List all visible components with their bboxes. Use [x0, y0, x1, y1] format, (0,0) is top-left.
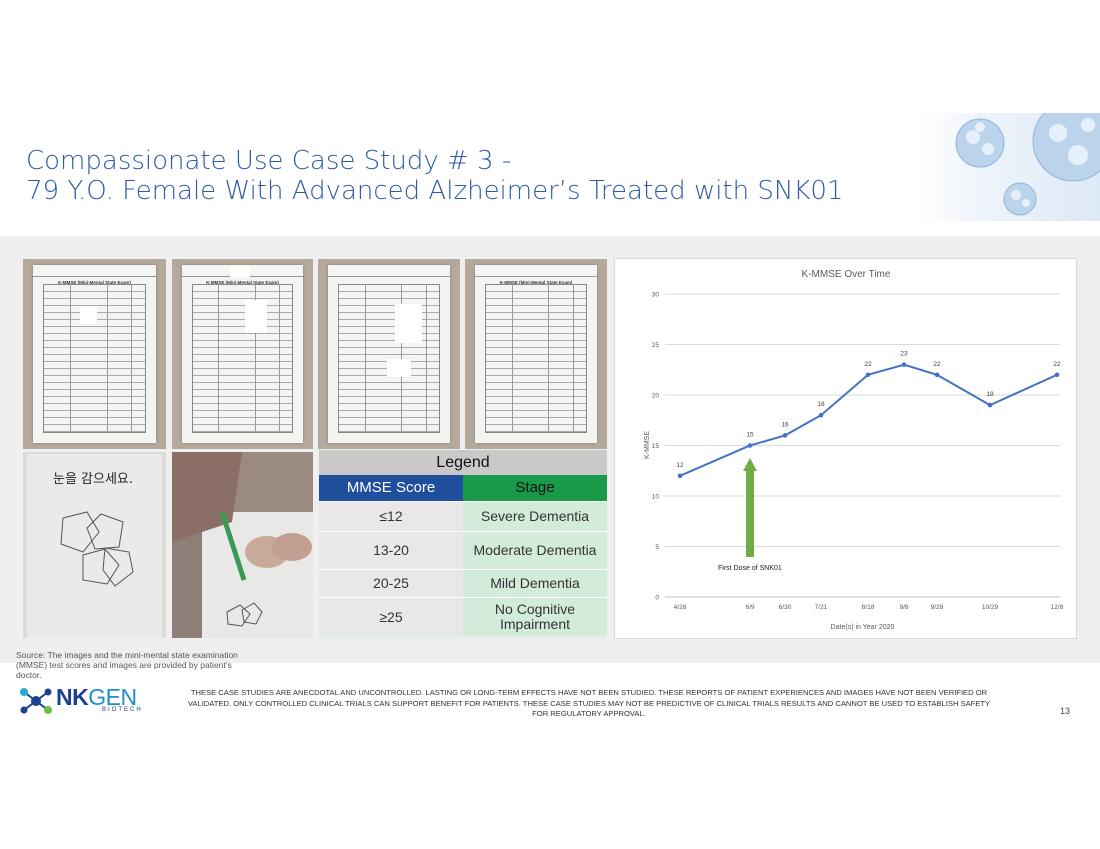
nk-cell-illustration — [918, 113, 1100, 221]
logo-molecule-icon — [20, 688, 52, 714]
patient-drawing-photo — [172, 452, 313, 638]
data-label: 12 — [676, 462, 684, 469]
legend-score-cell: ≥25 — [319, 598, 463, 636]
data-point — [747, 443, 753, 448]
source-note: Source: The images and the mini-mental s… — [16, 650, 238, 680]
drawing-instruction: 눈을 감으세요. — [53, 472, 134, 487]
y-tick-label: 5 — [655, 544, 659, 551]
legend-score-cell: ≤12 — [319, 502, 463, 531]
data-label: 15 — [746, 432, 754, 439]
mmse-form-photo-1: K-MMSE (Mini-Mental State Exam) — [23, 259, 166, 449]
title-line-2: 79 Y.O. Female With Advanced Alzheimer’s… — [26, 176, 844, 206]
logo-wordmark: NKGEN — [56, 684, 137, 711]
y-tick-label: 30 — [652, 292, 660, 299]
legend-title: Legend — [319, 450, 607, 475]
y-tick-label: 20 — [652, 393, 660, 400]
y-tick-label: 10 — [652, 494, 660, 501]
form-title: K-MMSE (Mini-Mental State Exam) — [206, 279, 279, 285]
mmse-form-photo-4: K-MMSE (Mini-Mental State Exam) — [465, 259, 607, 449]
mmse-form-photo-2: K-MMSE (Mini-Mental State Exam) — [172, 259, 313, 449]
legend-score-cell: 13-20 — [319, 532, 463, 569]
legend-row: ≥25 No Cognitive Impairment — [319, 597, 607, 636]
x-tick-label: 9/8 — [899, 604, 908, 611]
data-label: 16 — [781, 421, 789, 428]
y-tick-label: 25 — [652, 342, 660, 349]
legend-stage-header: Stage — [463, 475, 607, 501]
x-tick-label: 4/28 — [674, 604, 687, 611]
pentagon-drawing — [60, 511, 134, 587]
chart-x-axis-label: Date(s) in Year 2020 — [831, 624, 895, 631]
chart-title: K-MMSE Over Time — [802, 269, 891, 280]
data-label: 18 — [817, 401, 825, 408]
mmse-form-photo-3 — [318, 259, 460, 449]
kmmse-line-chart: K-MMSE Over Time K-MMSE Date(s) in Year … — [644, 269, 1064, 631]
data-label: 23 — [900, 351, 908, 358]
form-title: K-MMSE (Mini-Mental State Exam) — [58, 279, 131, 285]
y-tick-label: 15 — [652, 443, 660, 450]
logo-nk: NK — [56, 684, 89, 710]
pentagon-drawing-photo: 눈을 감으세요. — [23, 452, 166, 638]
legend-score-cell: 20-25 — [319, 570, 463, 597]
chart-y-axis-label: K-MMSE — [644, 431, 651, 459]
legend-score-header: MMSE Score — [319, 475, 463, 501]
data-point — [818, 412, 824, 418]
data-label: 22 — [864, 361, 872, 368]
kmmse-chart: K-MMSE Over Time K-MMSE Date(s) in Year … — [614, 258, 1077, 639]
legend-header-row: MMSE Score Stage — [319, 475, 607, 501]
legend-row: 20-25 Mild Dementia — [319, 569, 607, 597]
legend-stage-cell: Moderate Dementia — [463, 532, 607, 569]
series-line — [679, 363, 1058, 477]
x-tick-label: 6/30 — [779, 604, 792, 611]
slide-title: Compassionate Use Case Study # 3 - 79 Y.… — [26, 146, 906, 206]
annotation-label: First Dose of SNK01 — [718, 565, 782, 572]
data-point — [987, 402, 993, 408]
logo-subtitle: BIOTECH — [102, 707, 143, 713]
data-label: 22 — [1053, 361, 1061, 368]
y-tick-label: 0 — [655, 595, 659, 602]
data-label: 22 — [933, 361, 941, 368]
logo-gen: GEN — [88, 684, 137, 710]
data-point — [1054, 372, 1060, 378]
x-tick-label: 12/8 — [1051, 604, 1064, 611]
x-tick-label: 8/18 — [862, 604, 875, 611]
legend-stage-cell: No Cognitive Impairment — [463, 598, 607, 636]
data-point — [865, 372, 871, 378]
nkgen-logo: NKGEN BIOTECH — [16, 684, 146, 718]
data-point — [677, 473, 683, 479]
legend-row: ≤12 Severe Dementia — [319, 501, 607, 531]
title-line-1: Compassionate Use Case Study # 3 - — [26, 146, 512, 176]
page-number: 13 — [1060, 706, 1071, 716]
legend-stage-cell: Severe Dementia — [463, 502, 607, 531]
x-tick-label: 7/21 — [815, 604, 828, 611]
legend-row: 13-20 Moderate Dementia — [319, 531, 607, 569]
data-label: 19 — [986, 391, 994, 398]
annotation-arrow-shaft — [746, 471, 754, 557]
x-tick-label: 6/9 — [745, 604, 754, 611]
disclaimer-text: THESE CASE STUDIES ARE ANECDOTAL AND UNC… — [187, 688, 991, 718]
legend-stage-cell: Mild Dementia — [463, 570, 607, 597]
data-point — [901, 362, 907, 367]
data-point — [782, 433, 788, 438]
form-title: K-MMSE (Mini-Mental State Exam) — [499, 279, 573, 285]
mmse-legend-table: Legend MMSE Score Stage ≤12 Severe Demen… — [319, 450, 607, 638]
x-tick-label: 10/29 — [982, 604, 999, 611]
annotation-arrow-head — [743, 458, 757, 471]
x-tick-label: 9/28 — [931, 604, 944, 611]
data-point — [934, 372, 940, 378]
